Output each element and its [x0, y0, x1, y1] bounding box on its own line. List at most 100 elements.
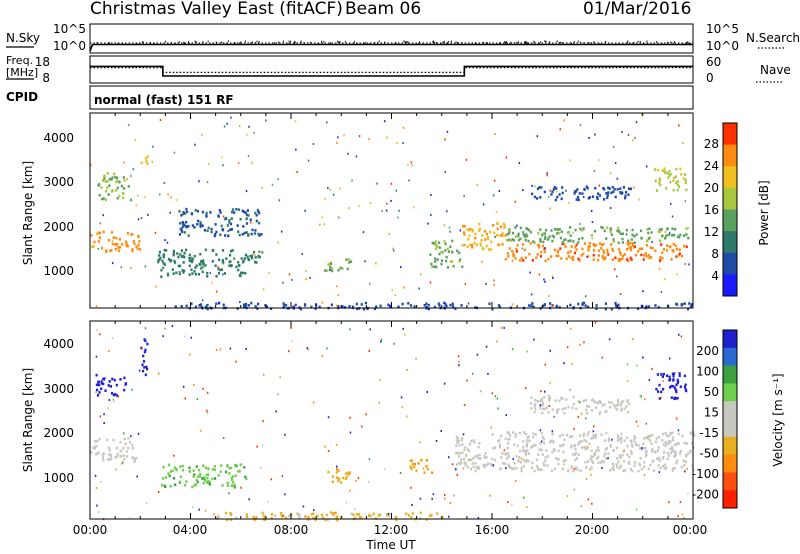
data-cell	[685, 179, 687, 182]
data-cell	[191, 486, 193, 489]
data-cell	[522, 243, 524, 246]
data-cell	[631, 444, 633, 447]
nsky-point	[583, 42, 584, 44]
data-cell	[92, 447, 94, 450]
data-cell	[336, 285, 338, 287]
data-cell	[131, 389, 133, 391]
data-cell	[456, 438, 458, 441]
data-cell	[103, 413, 105, 415]
nsky-point	[500, 42, 501, 44]
data-cell	[547, 411, 549, 414]
data-cell	[473, 242, 475, 245]
data-cell	[368, 514, 370, 517]
nsky-point	[108, 43, 109, 45]
data-cell	[595, 435, 597, 438]
data-cell	[545, 449, 547, 452]
data-cell	[542, 408, 544, 411]
data-cell	[631, 238, 633, 241]
data-cell	[501, 243, 503, 246]
data-cell	[111, 378, 113, 381]
nsky-point	[509, 43, 510, 45]
data-cell	[540, 255, 542, 258]
nsky-point	[574, 41, 575, 43]
data-cell	[296, 171, 298, 173]
data-cell	[610, 192, 612, 195]
data-cell	[262, 444, 264, 446]
data-cell	[541, 412, 543, 415]
data-cell	[265, 120, 267, 122]
nsky-point	[486, 43, 487, 45]
data-cell	[551, 470, 553, 473]
data-cell	[620, 258, 622, 261]
data-cell	[613, 469, 615, 472]
data-cell	[555, 255, 557, 258]
data-cell	[410, 304, 412, 307]
data-cell	[174, 152, 176, 154]
data-cell	[342, 477, 344, 480]
data-cell	[134, 461, 136, 464]
data-cell	[434, 260, 436, 263]
data-cell	[646, 166, 648, 168]
data-cell	[594, 134, 596, 136]
data-cell	[230, 265, 232, 268]
data-cell	[509, 229, 511, 232]
data-cell	[673, 398, 675, 401]
data-cell	[494, 180, 496, 182]
data-cell	[539, 274, 541, 276]
nsky-point	[619, 43, 620, 45]
data-cell	[176, 199, 178, 201]
data-cell	[521, 470, 523, 473]
power-colorbar-tick: 8	[711, 247, 719, 261]
data-cell	[488, 248, 490, 251]
nsky-point	[403, 41, 404, 43]
data-cell	[617, 178, 619, 180]
data-cell	[585, 466, 587, 469]
data-cell	[604, 452, 606, 455]
nsky-point	[384, 41, 385, 43]
data-cell	[384, 120, 386, 122]
data-cell	[530, 446, 532, 449]
data-cell	[544, 391, 546, 393]
data-cell	[98, 451, 100, 454]
data-cell	[461, 443, 463, 446]
data-cell	[512, 431, 514, 434]
data-cell	[507, 447, 509, 450]
nsky-point	[150, 43, 151, 45]
data-cell	[565, 459, 567, 462]
data-cell	[622, 233, 624, 236]
data-cell	[213, 514, 215, 516]
data-cell	[618, 230, 620, 233]
data-cell	[221, 484, 223, 487]
data-cell	[592, 195, 594, 198]
data-cell	[121, 243, 123, 246]
data-cell	[402, 142, 404, 144]
data-cell	[513, 254, 515, 257]
nsky-point	[571, 43, 572, 45]
data-cell	[437, 258, 439, 261]
data-cell	[184, 231, 186, 234]
data-cell	[455, 452, 457, 455]
data-cell	[263, 374, 265, 376]
data-cell	[498, 304, 500, 307]
power-colorbar-tick: 24	[704, 159, 719, 173]
data-cell	[222, 164, 224, 166]
data-cell	[239, 470, 241, 473]
data-cell	[528, 240, 530, 243]
data-cell	[569, 389, 571, 391]
data-cell	[102, 456, 104, 459]
data-cell	[201, 266, 203, 269]
data-cell	[556, 232, 558, 235]
velocity-colorbar-tick: -50	[699, 447, 719, 461]
data-cell	[665, 171, 667, 174]
data-cell	[169, 475, 171, 478]
data-cell	[99, 232, 101, 235]
data-cell	[606, 249, 608, 252]
data-cell	[591, 466, 593, 469]
data-cell	[634, 461, 636, 464]
data-cell	[678, 429, 680, 431]
data-cell	[651, 448, 653, 451]
data-cell	[688, 263, 690, 265]
data-cell	[251, 229, 253, 232]
data-cell	[222, 229, 224, 232]
data-cell	[201, 134, 203, 136]
